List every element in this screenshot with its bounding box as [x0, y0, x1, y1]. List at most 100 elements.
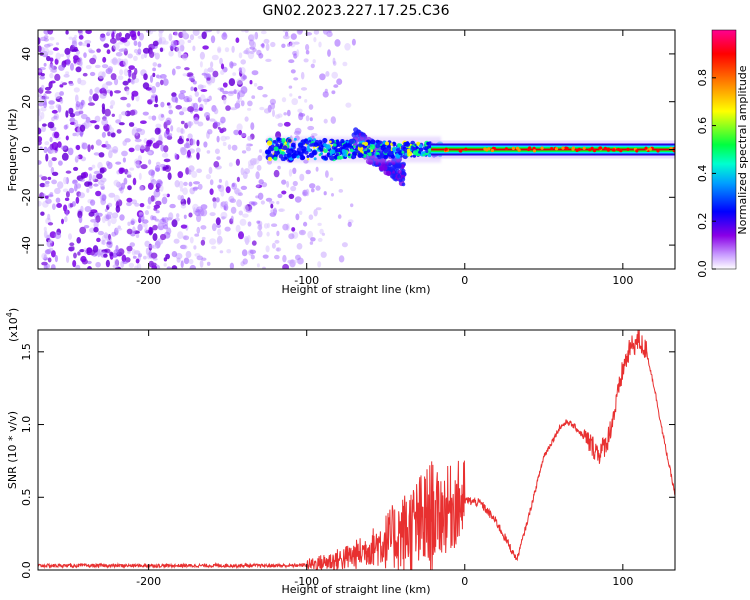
spectrogram-cell	[322, 91, 329, 98]
spectrogram-cell	[107, 219, 111, 227]
spectrogram-cell	[118, 113, 122, 120]
snr-series-line	[38, 330, 675, 570]
spectrogram-cell	[242, 258, 248, 265]
spectrogram-cell	[282, 145, 288, 151]
spectrogram-cell	[44, 183, 50, 188]
spectrogram-cell	[80, 99, 85, 106]
spectrogram-cell	[51, 250, 56, 258]
spectrogram-cell	[167, 172, 172, 180]
spectrogram-cell	[199, 260, 204, 268]
spectrogram-cell	[311, 188, 315, 193]
spectrogram-cell	[315, 185, 321, 191]
spectrogram-cell	[255, 171, 260, 180]
spectrogram-cell	[63, 124, 68, 130]
spectrogram-cell	[325, 71, 330, 77]
spectrogram-cell	[255, 195, 260, 199]
spectrogram-cell	[75, 94, 79, 103]
spectrogram-cell	[284, 156, 288, 160]
spectrogram-cell	[84, 181, 91, 187]
spectrogram-cell	[229, 61, 234, 68]
spectrogram-cell	[424, 146, 429, 151]
spectrogram-cell	[186, 121, 194, 127]
spectrogram-cell	[281, 179, 287, 185]
spectrogram-cell	[67, 147, 74, 156]
spectrogram-cell	[79, 249, 85, 253]
spectrogram-cell	[71, 246, 75, 251]
spectrogram-cell	[251, 95, 256, 99]
spectrogram-cell	[241, 150, 247, 154]
spectrogram-cell	[305, 32, 313, 36]
spectrogram-cell	[324, 156, 328, 161]
spectrogram-cell	[105, 160, 111, 167]
spectrogram-cell	[160, 79, 164, 86]
spectrogram-cell	[344, 154, 348, 158]
spectrogram-cell	[375, 161, 379, 166]
spectrogram-cell	[120, 47, 128, 52]
spectrogram-cell	[200, 239, 206, 246]
spectrogram-cell	[319, 148, 324, 152]
spectrogram-cell	[260, 30, 267, 35]
spectrogram-cell	[66, 255, 70, 263]
spectrogram-cell	[590, 146, 594, 150]
spectrogram-cell	[168, 212, 174, 221]
spectrogram-cell	[64, 216, 68, 223]
spectrogram-cell	[192, 45, 196, 52]
spectrogram-cell	[120, 182, 126, 190]
spectrogram-cell	[180, 127, 184, 134]
spectrogram-cell	[216, 156, 221, 161]
spectrogram-cell	[74, 34, 78, 39]
spectrogram-cell	[229, 198, 236, 203]
spectrogram-cell	[259, 106, 265, 111]
spectrogram-cell	[188, 169, 192, 175]
spectrogram-cell	[38, 160, 42, 165]
spectrogram-cell	[155, 200, 162, 206]
spectrogram-cell	[225, 186, 231, 194]
spectrogram-cell	[286, 109, 291, 117]
spectrogram-cell	[344, 43, 351, 51]
spectrogram-cell	[349, 148, 354, 153]
spectrogram-cell	[194, 233, 200, 237]
spectrogram-cell	[65, 110, 69, 118]
spectrogram-cell	[53, 113, 59, 121]
spectrogram-cell	[38, 69, 42, 73]
spectrogram-cell	[128, 262, 135, 268]
spectrogram-cell	[130, 220, 135, 225]
spectrogram-cell	[118, 167, 124, 175]
spectrogram-cell	[163, 224, 169, 230]
spectrogram-cell	[269, 98, 276, 105]
spectrogram-cell	[39, 67, 46, 71]
spectrogram-cell	[109, 127, 115, 134]
spectrogram-cell	[113, 249, 120, 256]
spectrogram-cell	[91, 177, 96, 181]
spectrogram-cell	[186, 149, 191, 158]
spectrogram-cell	[228, 162, 233, 167]
spectrogram-cell	[220, 70, 225, 75]
spectrogram-cell	[323, 143, 327, 147]
spectrogram-cell	[282, 223, 289, 231]
spectrogram-cell	[236, 78, 243, 85]
spectrogram-cell	[196, 206, 203, 213]
spectrogram-cell	[38, 115, 42, 122]
spectrogram-cell	[243, 49, 249, 55]
spectrogram-cell	[289, 93, 293, 97]
spectrogram-cell	[154, 127, 161, 135]
spectrogram-cell	[186, 138, 190, 142]
spectrogram-cell	[145, 247, 150, 255]
spectrogram-cell	[152, 67, 157, 72]
spectrogram-y-label: Frequency (Hz)	[6, 109, 19, 192]
spectrogram-cell	[238, 67, 242, 73]
spectrogram-cell	[336, 155, 341, 160]
spectrogram-cell	[180, 203, 187, 209]
colorbar-gradient	[711, 29, 737, 270]
spectrogram-cell	[158, 30, 163, 39]
spectrogram-cell	[139, 185, 144, 191]
spectrogram-cell	[217, 184, 222, 189]
spectrogram-cell	[221, 216, 227, 220]
spectrogram-cell	[177, 138, 184, 145]
spectrogram-cell	[626, 147, 630, 151]
spectrogram-cell	[101, 64, 109, 69]
spectrogram-cell	[148, 244, 155, 249]
spectrogram-cell	[151, 115, 157, 121]
spectrogram-cell	[588, 148, 592, 152]
